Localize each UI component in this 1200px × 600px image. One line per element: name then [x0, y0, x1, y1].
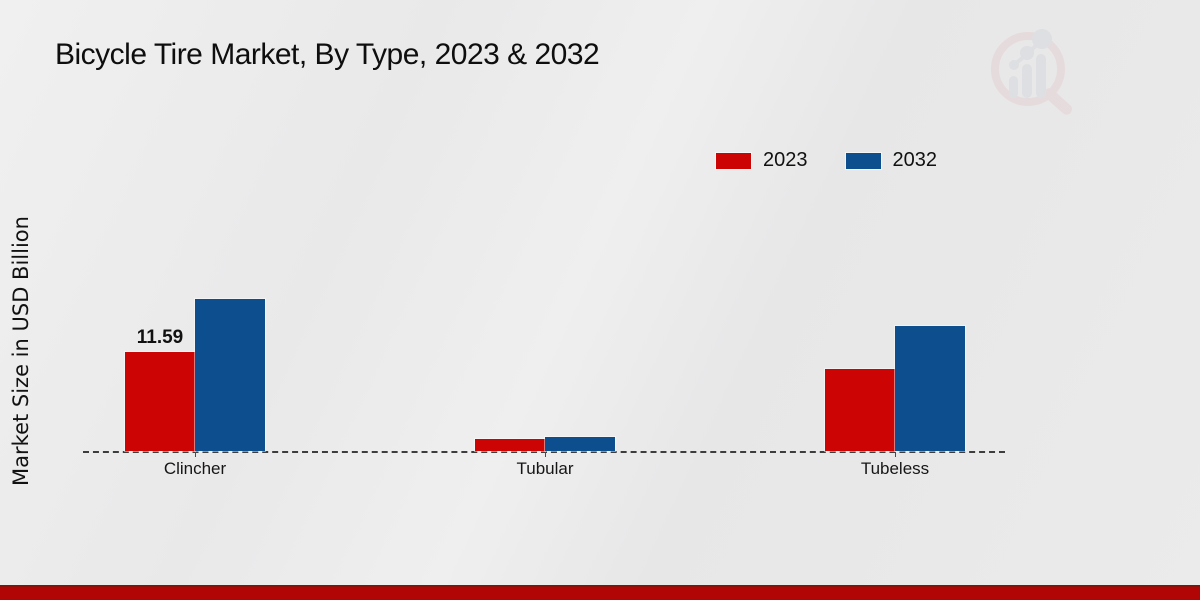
legend-item-2032: 2032 — [845, 149, 938, 172]
bar-value-label: 11.59 — [136, 327, 184, 348]
market-research-logo-watermark — [991, 29, 1072, 115]
legend-item-2023: 2023 — [716, 149, 808, 172]
footer-accent-bar — [0, 585, 1200, 600]
category-label-clincher: Clincher — [163, 459, 227, 478]
chart-title: Bicycle Tire Market, By Type, 2023 & 203… — [55, 38, 600, 71]
x-axis-tick — [545, 452, 546, 457]
bar-2023-clincher — [125, 352, 195, 451]
legend-label-2023: 2023 — [763, 149, 808, 171]
legend-swatch-2032 — [845, 152, 881, 169]
x-axis-tick — [895, 452, 896, 457]
bar-2032-tubular — [545, 437, 615, 451]
bar-2023-tubeless — [825, 369, 895, 451]
x-axis-baseline — [83, 451, 1005, 453]
bar-2023-tubular — [475, 439, 545, 451]
category-label-tubeless: Tubeless — [860, 459, 930, 478]
y-axis-label: Market Size in USD Billion — [9, 216, 33, 486]
legend: 2023 2032 — [716, 149, 937, 172]
x-axis-tick — [195, 452, 196, 457]
category-label-tubular: Tubular — [516, 459, 574, 478]
bar-2032-tubeless — [895, 326, 965, 451]
bar-2032-clincher — [195, 299, 265, 451]
legend-swatch-2023 — [716, 152, 751, 169]
legend-label-2032: 2032 — [892, 149, 938, 171]
